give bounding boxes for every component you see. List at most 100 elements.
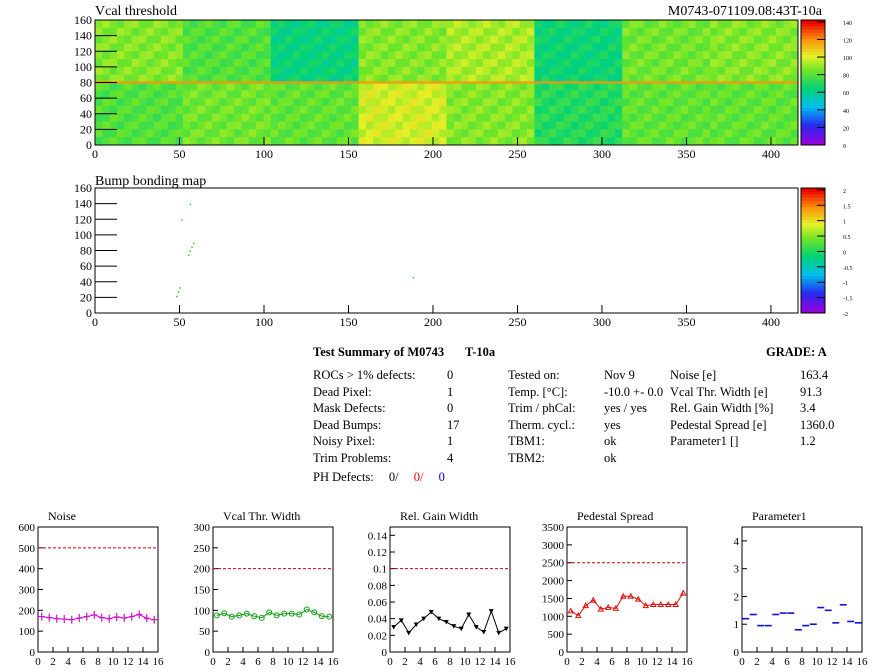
x-tick-label: 400: [762, 147, 780, 161]
data-point: [281, 610, 288, 617]
vcal-map-title: Vcal threshold: [95, 4, 178, 19]
y-tick-label: 0.14: [368, 530, 388, 542]
defect-row: Trim Problems: 4: [313, 451, 453, 466]
palette-label: 1.5: [843, 204, 851, 210]
y-tick-label: 300: [194, 522, 211, 534]
x-tick-label: 10: [460, 656, 472, 668]
x-tick-label: 14: [490, 656, 502, 668]
palette-label: 0.5: [843, 235, 851, 241]
data-point: [128, 612, 135, 621]
data-point: [151, 615, 158, 624]
data-point: [466, 612, 472, 617]
x-tick-label: 300: [593, 315, 611, 329]
bump-map-panel: 0 50 100 150 200 250 300 350 4000204060801001201…: [74, 181, 853, 329]
y-tick-label: 120: [74, 212, 92, 226]
x-tick-label: 6: [80, 656, 86, 668]
x-tick-label: 4: [594, 656, 600, 668]
result-value: 163.4: [800, 368, 829, 382]
y-tick-label: 0: [382, 647, 388, 659]
defect-row: ROCs > 1% defects: 0: [313, 368, 453, 383]
y-tick-label: 0: [86, 138, 92, 152]
data-point: [53, 614, 60, 623]
x-tick-label: 2: [50, 656, 56, 668]
data-point: [612, 604, 620, 611]
defect-label: Dead Bumps:: [313, 417, 382, 432]
data-point: [296, 611, 303, 618]
y-tick-label: 0.12: [368, 547, 387, 559]
y-tick-label: 60: [80, 91, 92, 105]
x-tick-label: 100: [255, 147, 273, 161]
result-row: Vcal Thr. Width [e] 91.3: [670, 384, 822, 400]
defect-value: 0: [447, 401, 454, 415]
y-tick-label: 100: [74, 60, 92, 74]
x-tick-label: 8: [95, 656, 101, 668]
x-tick-label: 0: [564, 656, 570, 668]
y-tick-label: 0: [205, 647, 211, 659]
y-tick-label: 80: [80, 76, 92, 90]
bump-map-title: Bump bonding map: [95, 174, 207, 189]
ph-defects-v3: 0: [438, 470, 445, 484]
x-tick-label: 16: [857, 656, 869, 668]
y-tick-label: 80: [80, 244, 92, 258]
x-tick-label: 2: [754, 656, 760, 668]
data-point: [68, 615, 75, 624]
y-tick-label: 400: [19, 564, 36, 576]
y-tick-label: 300: [19, 585, 36, 597]
x-tick-label: 150: [339, 315, 357, 329]
result-row: Pedestal Spread [e] 1360.0: [670, 418, 834, 433]
data-point: [258, 614, 265, 621]
y-tick-label: 4: [734, 536, 740, 548]
data-point: [642, 602, 650, 609]
data-point: [236, 612, 243, 619]
y-tick-label: 20: [80, 290, 92, 304]
x-tick-label: 4: [769, 656, 775, 668]
x-tick-label: 0: [387, 656, 393, 668]
result-row: Parameter1 [] 1.2: [670, 434, 816, 449]
x-tick-label: 100: [255, 315, 273, 329]
result-label: Vcal Thr. Width [e]: [670, 384, 768, 399]
data-point: [311, 609, 318, 616]
data-point: [398, 618, 404, 623]
defect-label: ROCs > 1% defects:: [313, 368, 416, 382]
x-tick-label: 10: [812, 656, 824, 668]
palette-label: 0: [843, 250, 846, 256]
result-value: 1.2: [800, 434, 816, 448]
x-tick-label: 8: [799, 656, 805, 668]
condition-value: -10.0 +- 0.0: [604, 384, 664, 399]
x-tick-label: 12: [123, 656, 134, 668]
data-point: [428, 610, 434, 615]
y-tick-label: 2: [734, 591, 740, 603]
x-tick-label: 150: [339, 147, 357, 161]
y-tick-label: 0.04: [368, 614, 388, 626]
y-tick-label: 500: [19, 543, 36, 555]
data-point: [391, 625, 397, 630]
mini-chart-title: Parameter1: [752, 509, 807, 523]
result-value: 3.4: [800, 401, 816, 415]
palette-label: -0.5: [843, 266, 853, 272]
data-point: [451, 624, 457, 629]
ph-defects-label: PH Defects:: [313, 470, 374, 484]
data-point: [496, 630, 502, 636]
x-tick-label: 4: [65, 656, 71, 668]
vcal-palette: 0 20 40 60 80 100 120 140: [800, 19, 852, 150]
y-tick-label: 1500: [542, 593, 565, 605]
x-tick-label: 8: [447, 656, 453, 668]
defect-row: Mask Defects: 0: [313, 401, 453, 416]
x-tick-label: 0: [92, 147, 98, 161]
data-point: [649, 600, 657, 607]
x-tick-label: 6: [784, 656, 790, 668]
condition-row: Trim / phCal: yes / yes: [508, 401, 647, 416]
data-point: [266, 609, 273, 616]
data-point: [221, 610, 228, 617]
x-tick-label: 400: [762, 315, 780, 329]
data-point: [83, 612, 90, 621]
module-id-title: M0743-071109.08:43T-10a: [667, 4, 822, 19]
data-point: [273, 612, 280, 619]
y-tick-label: 20: [80, 122, 92, 136]
x-tick-label: 10: [283, 656, 295, 668]
x-tick-label: 16: [505, 656, 517, 668]
data-point: [113, 613, 120, 621]
x-tick-label: 0: [739, 656, 745, 668]
